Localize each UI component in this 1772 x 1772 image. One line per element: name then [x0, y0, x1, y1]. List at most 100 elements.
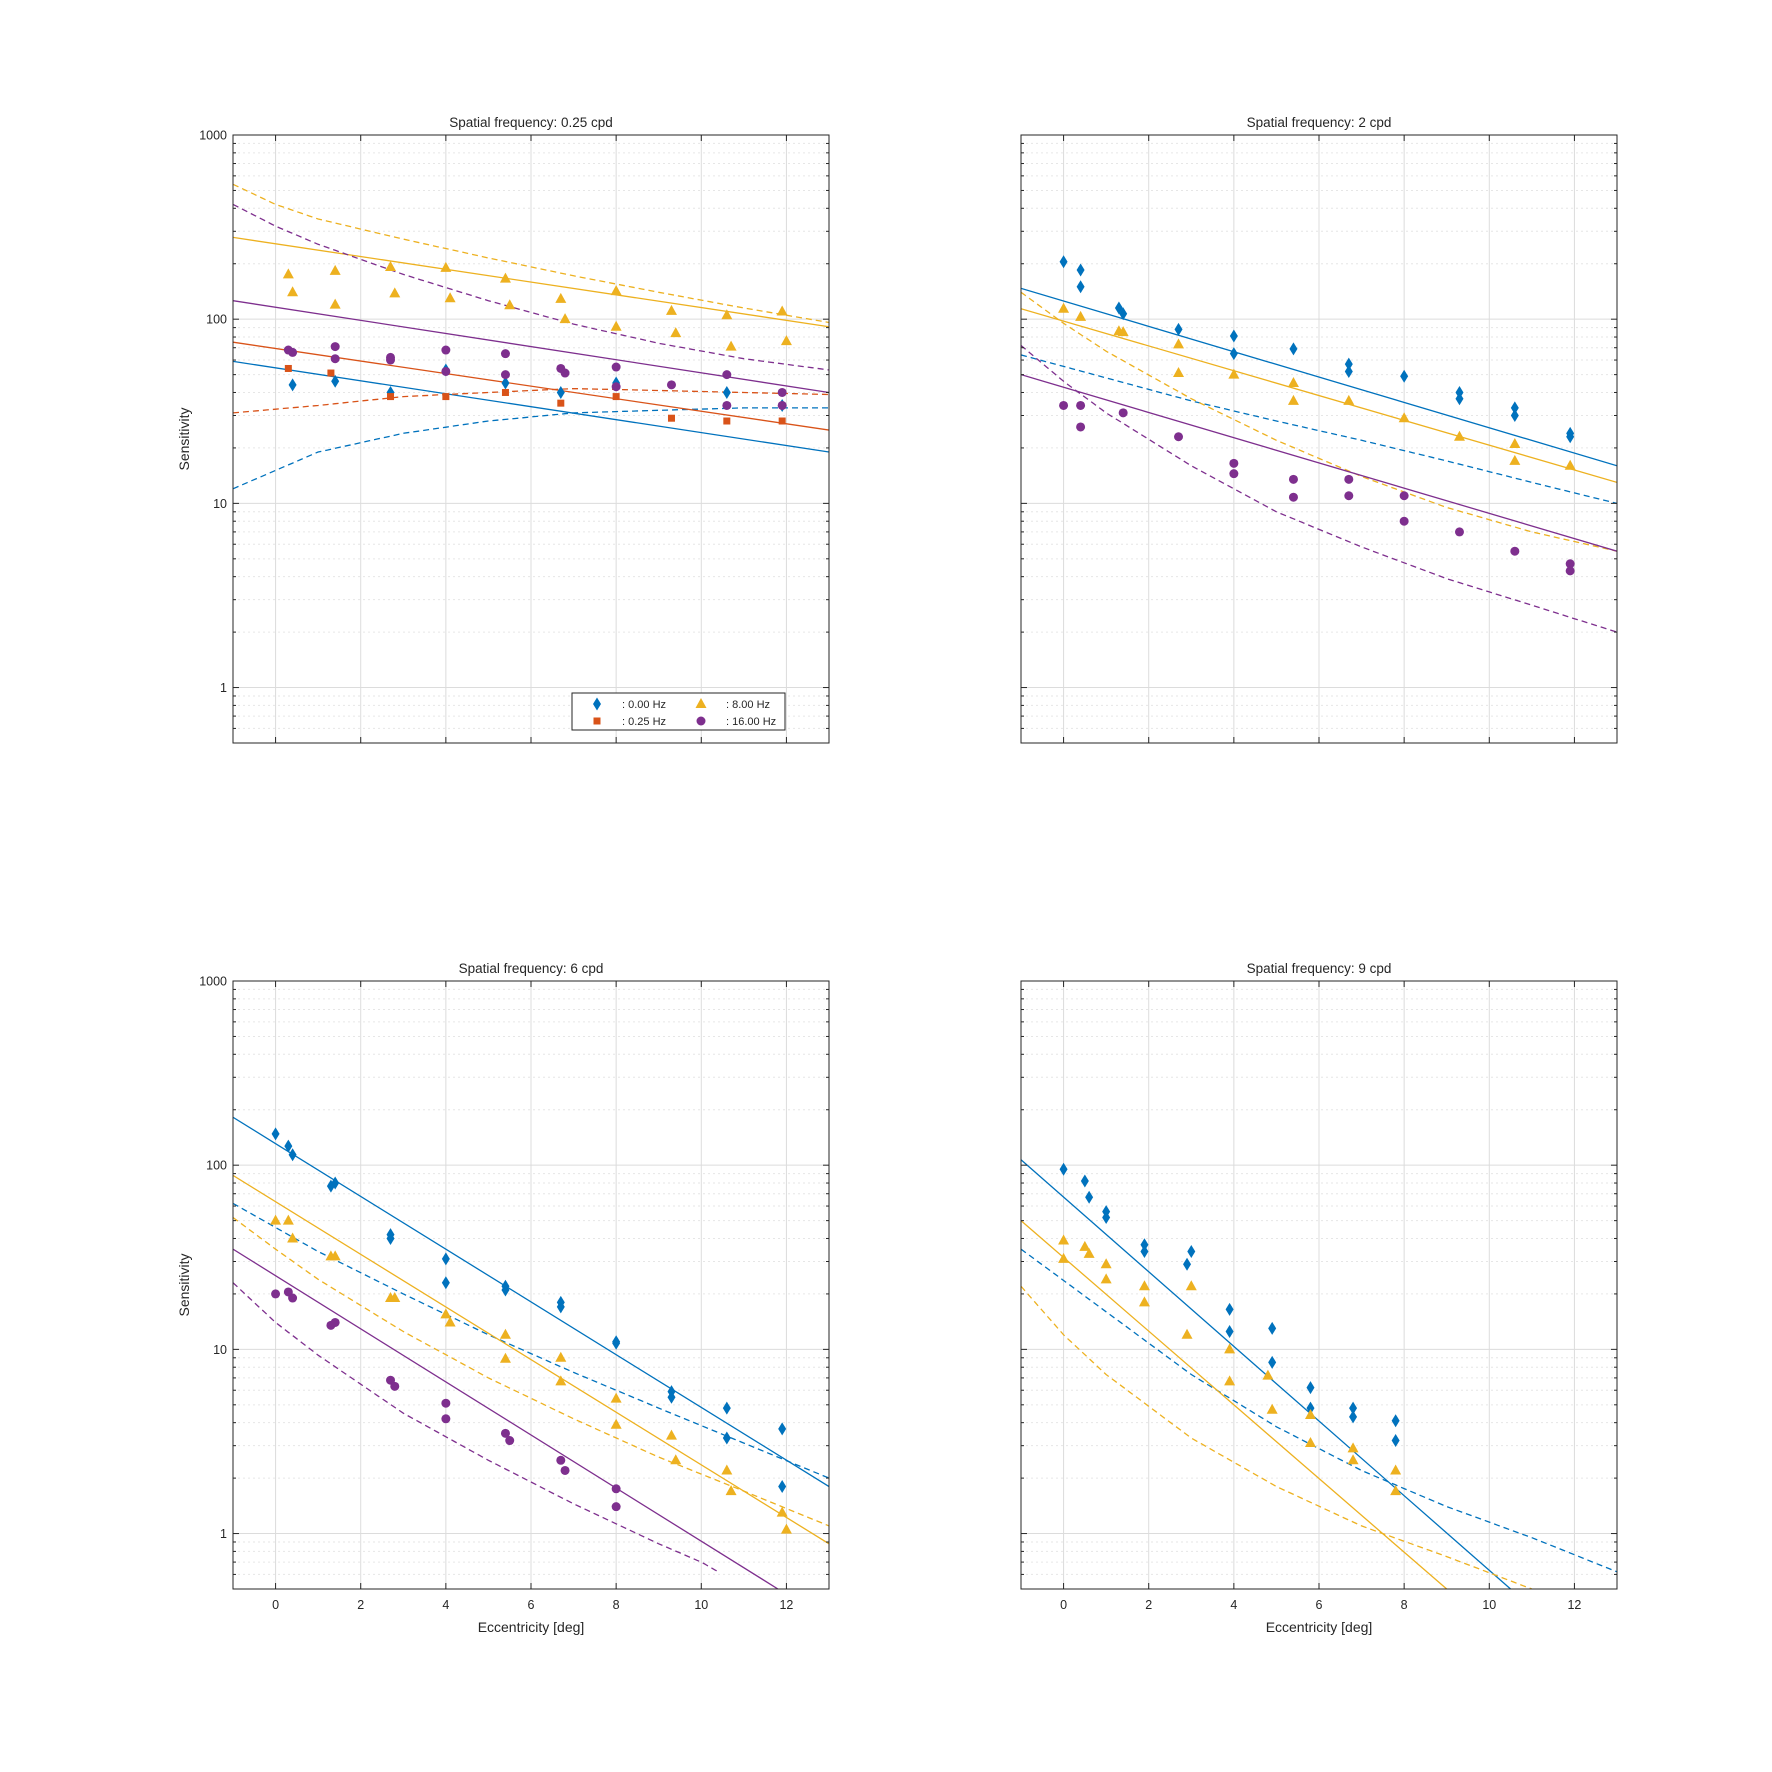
data-point-1600Hz — [505, 1436, 515, 1446]
data-point-025Hz — [327, 369, 335, 377]
data-point-000Hz — [1059, 1162, 1068, 1176]
data-point-1600Hz — [611, 1502, 621, 1512]
data-point-000Hz — [1076, 263, 1085, 277]
data-point-800Hz — [721, 1464, 733, 1475]
data-point-800Hz — [1100, 1273, 1112, 1284]
data-point-025Hz — [387, 393, 395, 401]
data-point-1600Hz — [288, 347, 298, 357]
data-point-000Hz — [556, 1300, 565, 1314]
chart-title: Spatial frequency: 0.25 cpd — [449, 115, 613, 130]
data-point-1600Hz — [611, 362, 621, 372]
legend-marker — [593, 697, 601, 711]
x-tick-label: 10 — [694, 1598, 708, 1612]
data-point-1600Hz — [330, 342, 340, 352]
data-point-1600Hz — [1344, 474, 1354, 484]
data-point-800Hz — [1509, 454, 1521, 465]
y-tick-label: 1 — [220, 1527, 227, 1541]
data-point-1600Hz — [1076, 422, 1086, 432]
data-point-1600Hz — [441, 1398, 451, 1408]
data-point-1600Hz — [1229, 458, 1239, 468]
data-point-1600Hz — [560, 368, 570, 378]
data-point-800Hz — [1185, 1280, 1197, 1291]
data-point-800Hz — [559, 313, 571, 324]
data-point-1600Hz — [441, 1414, 451, 1424]
data-point-000Hz — [722, 1431, 731, 1445]
data-point-1600Hz — [1118, 408, 1128, 418]
data-point-800Hz — [1181, 1328, 1193, 1339]
data-point-800Hz — [1138, 1296, 1150, 1307]
data-point-800Hz — [1138, 1280, 1150, 1291]
data-point-025Hz — [501, 388, 509, 396]
data-point-1600Hz — [386, 355, 396, 365]
data-point-800Hz — [1390, 1464, 1402, 1475]
data-point-1600Hz — [1174, 432, 1184, 442]
data-point-1600Hz — [560, 1465, 570, 1475]
data-point-025Hz — [557, 399, 565, 407]
legend-marker — [696, 716, 706, 726]
data-point-025Hz — [284, 364, 292, 372]
y-tick-label: 10 — [213, 1343, 227, 1357]
fit-line-dashed-800Hz — [233, 183, 829, 324]
legend-label: : 16.00 Hz — [726, 716, 776, 728]
data-point-800Hz — [1398, 412, 1410, 423]
fit-line-dashed-800Hz — [1021, 1285, 1533, 1589]
fit-line-dashed-800Hz — [1021, 291, 1617, 552]
data-point-800Hz — [385, 261, 397, 272]
data-point-1600Hz — [441, 345, 451, 355]
data-point-1600Hz — [1229, 469, 1239, 479]
data-point-025Hz — [723, 417, 731, 425]
data-point-800Hz — [1117, 326, 1129, 337]
legend-marker — [695, 698, 707, 708]
data-point-000Hz — [1344, 364, 1353, 378]
fit-line-solid-1600Hz — [1021, 374, 1617, 552]
data-point-800Hz — [780, 1523, 792, 1534]
data-point-000Hz — [1306, 1381, 1315, 1395]
data-point-000Hz — [1455, 392, 1464, 406]
data-point-000Hz — [271, 1127, 280, 1141]
data-point-000Hz — [1510, 408, 1519, 422]
data-point-1600Hz — [500, 370, 510, 380]
data-point-000Hz — [1174, 322, 1183, 336]
data-point-000Hz — [331, 374, 340, 388]
data-point-000Hz — [441, 1276, 450, 1290]
data-point-800Hz — [282, 268, 294, 279]
data-point-1600Hz — [288, 1293, 298, 1303]
data-point-1600Hz — [556, 1455, 566, 1465]
x-axis-label: Eccentricity [deg] — [478, 1619, 585, 1635]
data-point-1600Hz — [722, 370, 732, 380]
fit-line-solid-800Hz — [1021, 308, 1617, 484]
ticks: 1 10 100 1000 — [199, 129, 829, 743]
data-point-800Hz — [1224, 1343, 1236, 1354]
data-point-800Hz — [555, 1351, 567, 1362]
data-point-800Hz — [1390, 1485, 1402, 1496]
data-point-800Hz — [1100, 1258, 1112, 1269]
legend-marker — [593, 717, 601, 725]
data-point-800Hz — [721, 309, 733, 320]
data-markers — [282, 261, 792, 425]
data-point-000Hz — [1229, 347, 1238, 361]
data-point-000Hz — [722, 385, 731, 399]
data-point-025Hz — [778, 417, 786, 425]
y-tick-label: 10 — [213, 497, 227, 511]
data-point-000Hz — [1059, 255, 1068, 269]
data-point-800Hz — [1509, 438, 1521, 449]
data-point-800Hz — [1564, 459, 1576, 470]
data-point-800Hz — [670, 327, 682, 338]
data-point-1600Hz — [390, 1381, 400, 1391]
data-point-800Hz — [287, 286, 299, 297]
data-point-000Hz — [1268, 1355, 1277, 1369]
data-point-800Hz — [329, 1250, 341, 1261]
chart-title: Spatial frequency: 6 cpd — [459, 961, 604, 976]
x-tick-label: 12 — [779, 1598, 793, 1612]
data-point-000Hz — [1391, 1414, 1400, 1428]
fit-line-solid-800Hz — [233, 236, 829, 328]
data-point-000Hz — [1225, 1302, 1234, 1316]
legend-label: : 0.25 Hz — [622, 716, 666, 728]
data-point-1600Hz — [1059, 400, 1069, 410]
data-point-025Hz — [612, 393, 620, 401]
data-point-800Hz — [1228, 368, 1240, 379]
fit-line-solid-800Hz — [1021, 1220, 1448, 1589]
data-point-800Hz — [1058, 1252, 1070, 1263]
data-point-1600Hz — [666, 380, 676, 390]
x-tick-label: 8 — [1401, 1598, 1408, 1612]
